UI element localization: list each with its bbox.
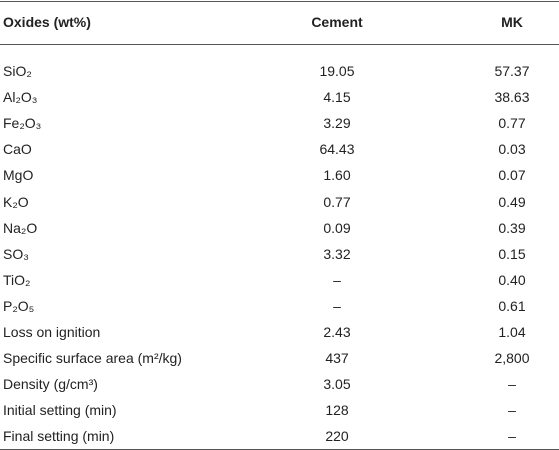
row-label: P₂O₅ [3,297,35,314]
row-label: Loss on ignition [3,324,101,340]
mk-value: 38.63 [494,89,530,106]
row-label: Density (g/cm³) [3,376,98,393]
row-label: Final setting (min) [3,428,115,445]
cement-value: 2.43 [323,324,351,340]
cement-value: 1.60 [323,167,351,184]
cement-value: 3.05 [323,376,351,393]
mk-value: – [508,376,516,393]
header-rule [0,44,559,45]
cement-value: 0.77 [323,193,351,210]
row-label: Initial setting (min) [3,402,117,419]
row-label: K₂O [3,193,29,210]
cement-value: 220 [325,428,349,445]
mk-value: 2,800 [494,350,530,367]
mk-value: – [508,428,516,445]
mk-value: 0.07 [498,167,526,184]
mk-value: 0.77 [498,115,526,132]
top-rule [0,1,559,2]
mk-value: 0.61 [498,297,526,314]
row-label: MgO [3,167,34,184]
mk-value: 1.04 [498,324,526,340]
mk-value: 0.49 [498,193,526,210]
cement-value: 4.15 [323,89,351,106]
cement-value: 3.29 [323,115,351,132]
row-label: Specific surface area (m²/kg) [3,350,182,367]
mk-value: 0.39 [498,219,526,236]
row-label: CaO [3,141,32,158]
cement-value: – [333,297,341,314]
cement-value: 64.43 [319,141,355,158]
header-cell: MK [501,14,523,30]
row-label: TiO₂ [3,271,31,288]
mk-value: – [508,402,516,419]
row-label: Fe₂O₃ [3,115,42,132]
row-label: SiO₂ [3,63,32,79]
cement-value: 3.32 [323,245,351,262]
cement-value: 19.05 [319,63,355,79]
cement-value: 128 [325,402,349,419]
header-cell: Cement [311,14,363,30]
row-label: Al₂O₃ [3,89,38,106]
cement-value: – [333,271,341,288]
cement-value: 0.09 [323,219,351,236]
header-cell: Oxides (wt%) [3,14,91,30]
cement-value: 437 [325,350,349,367]
mk-value: 0.40 [498,271,526,288]
mk-value: 57.37 [494,63,530,79]
row-label: Na₂O [3,219,38,236]
row-label: SO₃ [3,245,29,262]
mk-value: 0.03 [498,141,526,158]
mk-value: 0.15 [498,245,526,262]
